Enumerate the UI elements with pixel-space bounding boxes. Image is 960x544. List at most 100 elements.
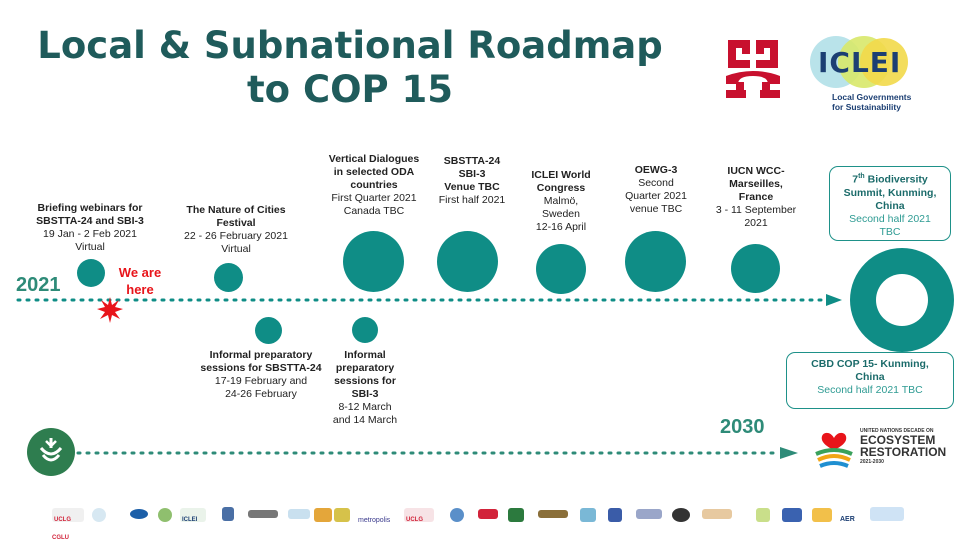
- event-label-informal-sbi: Informal preparatory sessions for SBI-3 …: [326, 349, 404, 427]
- partner-logo: [580, 508, 596, 522]
- event-detail: Second: [638, 177, 674, 189]
- event-title: Festival: [216, 217, 256, 229]
- partner-logo: [608, 508, 622, 522]
- partner-logo: [450, 508, 464, 522]
- page-title: Local & Subnational Roadmap to COP 15: [0, 24, 700, 112]
- summit-title-line-3: China: [875, 199, 905, 212]
- partner-logo-iclei: ICLEI: [180, 508, 206, 523]
- timeline-arrow-2021: [16, 294, 842, 306]
- event-label-nature-of-cities: The Nature of Cities Festival 22 - 26 Fe…: [170, 204, 302, 256]
- partner-logo: [334, 508, 350, 522]
- event-title: SBI-3: [458, 168, 486, 180]
- iclei-tagline-1: Local Governments: [832, 92, 912, 102]
- partner-logo: [478, 509, 498, 519]
- leaf-logo-icon: [27, 428, 75, 476]
- we-are-here-label: We are here: [108, 264, 172, 298]
- event-detail: and 14 March: [332, 414, 398, 426]
- event-marker-informal-sbstta: [255, 317, 282, 344]
- partner-logo: [314, 508, 332, 522]
- event-detail: venue TBC: [629, 203, 683, 215]
- cop15-detail-line-1: Second half 2021 TBC: [817, 384, 923, 396]
- event-detail: First Quarter 2021: [331, 192, 417, 204]
- partner-logo-metropolis: metropolis: [358, 517, 391, 524]
- year-2030: 2030: [720, 416, 765, 438]
- event-detail: 24-26 February: [225, 388, 297, 400]
- event-title: IUCN WCC-: [727, 165, 785, 177]
- timeline-arrow-2030: [76, 447, 798, 459]
- event-title: in selected ODA: [333, 166, 415, 178]
- partner-logo: [158, 508, 172, 522]
- summit-detail-line-2: TBC: [879, 225, 901, 238]
- partner-logo: [92, 508, 106, 522]
- un-decade-text-2: RESTORATION: [860, 445, 947, 459]
- event-title: Marseilles,: [729, 178, 783, 190]
- event-title: Vertical Dialogues: [328, 153, 420, 165]
- iclei-logo: ICLEI Local Governments for Sustainabili…: [800, 34, 920, 116]
- event-title: Informal preparatory: [209, 349, 313, 361]
- event-marker-vertical-dialogues: [343, 231, 404, 292]
- event-detail: Virtual: [221, 243, 251, 255]
- year-2021: 2021: [16, 274, 61, 296]
- event-detail: 3 - 11 September: [715, 204, 797, 216]
- un-decade-top-text: UNITED NATIONS DECADE ON: [860, 428, 934, 434]
- biodiversity-summit-box: 7th Biodiversity Summit, Kunming, China …: [829, 166, 951, 241]
- event-title: sessions for: [334, 375, 396, 387]
- event-marker-sbstta-sbi: [437, 231, 498, 292]
- partner-logo: [130, 509, 148, 519]
- event-marker-oewg3: [625, 231, 686, 292]
- event-title: Briefing webinars for: [37, 202, 143, 214]
- event-marker-briefing-webinars: [77, 259, 105, 287]
- event-marker-informal-sbi: [352, 317, 378, 343]
- partner-logo-uclg: UCLG CGLU: [52, 508, 84, 541]
- we-are-here-line-1: We are: [118, 265, 162, 280]
- event-detail: 22 - 26 February 2021: [184, 230, 288, 242]
- summit-detail-line-1: Second half 2021: [849, 212, 931, 225]
- event-marker-iucn: [731, 244, 780, 293]
- we-are-here-line-2: here: [126, 282, 154, 297]
- event-title: countries: [350, 179, 398, 191]
- event-title: Informal: [344, 349, 386, 361]
- cbd-logo: [722, 36, 784, 102]
- un-decade-years: 2021-2030: [860, 459, 884, 465]
- event-detail: 17-19 February and: [214, 375, 308, 387]
- event-title: France: [738, 191, 774, 203]
- event-label-vertical-dialogues: Vertical Dialogues in selected ODA count…: [316, 153, 432, 218]
- partner-logo: [288, 509, 310, 519]
- title-line-1: Local & Subnational Roadmap: [37, 24, 663, 67]
- partner-logo: [782, 508, 802, 522]
- event-detail: Quarter 2021: [625, 190, 687, 202]
- event-detail: 8-12 March: [338, 401, 392, 413]
- event-title: SBI-3: [351, 388, 379, 400]
- event-label-briefing-webinars: Briefing webinars for SBSTTA-24 and SBI-…: [22, 202, 158, 254]
- partner-logo: [702, 509, 732, 519]
- partner-logo-strip: UCLG CGLU ICLEI metropolis UCLG AER: [52, 506, 912, 541]
- event-detail: Sweden: [542, 208, 580, 220]
- partner-logo: [672, 508, 690, 522]
- partner-logo: [508, 508, 524, 522]
- cop15-title-line-2: China: [855, 371, 885, 383]
- event-label-oewg3: OEWG-3 Second Quarter 2021 venue TBC: [614, 164, 698, 216]
- event-title: ICLEI World: [531, 169, 591, 181]
- un-decade-text-1: ECOSYSTEM: [860, 433, 936, 447]
- partner-logo: [222, 507, 234, 521]
- event-marker-nature-of-cities: [214, 263, 243, 292]
- iclei-wordmark: ICLEI: [818, 46, 902, 79]
- event-title: SBSTTA-24: [443, 155, 501, 167]
- iclei-tagline-2: for Sustainability: [832, 102, 901, 112]
- event-title: SBSTTA-24 and SBI-3: [36, 215, 144, 227]
- partner-logo: [812, 508, 832, 522]
- un-decade-emblem-icon: [815, 432, 853, 468]
- event-label-iucn: IUCN WCC- Marseilles, France 3 - 11 Sept…: [704, 165, 808, 230]
- event-detail: 2021: [744, 217, 768, 229]
- event-label-informal-sbstta: Informal preparatory sessions for SBSTTA…: [196, 349, 326, 401]
- cop15-title-line-1: CBD COP 15- Kunming,: [811, 358, 929, 370]
- event-detail: Canada TBC: [343, 205, 405, 217]
- partner-logo: [248, 510, 278, 518]
- summit-title-line-1: 7th Biodiversity: [852, 173, 928, 186]
- partner-logo: [756, 508, 770, 522]
- event-title: OEWG-3: [634, 164, 678, 176]
- event-label-iclei-congress: ICLEI World Congress Malmö, Sweden 12-16…: [520, 169, 602, 234]
- cop15-box: CBD COP 15- Kunming, China Second half 2…: [786, 352, 954, 409]
- we-are-here-burst-icon: [97, 297, 123, 323]
- event-title: Congress: [536, 182, 586, 194]
